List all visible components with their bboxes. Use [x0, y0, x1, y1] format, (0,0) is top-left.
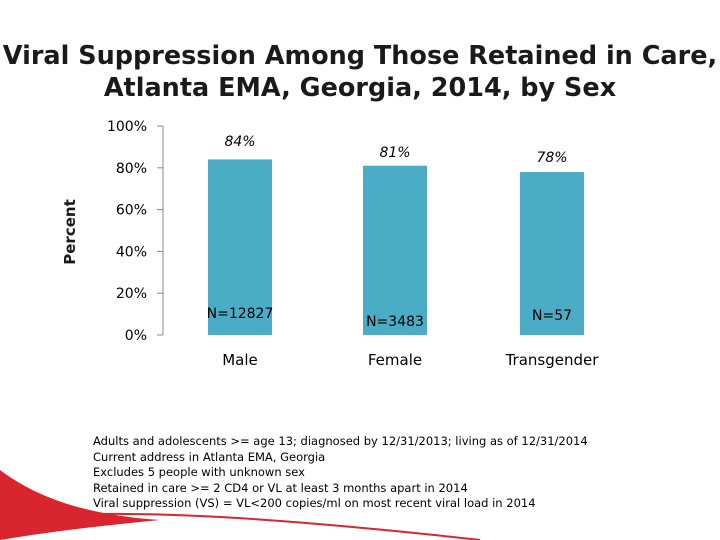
footnote-line: Retained in care >= 2 CD4 or VL at least…	[93, 480, 468, 495]
footnote-line: Viral suppression (VS) = VL<200 copies/m…	[93, 496, 536, 510]
footnote-line: Excludes 5 people with unknown sex	[93, 465, 305, 479]
y-tick-label: 20%	[116, 286, 147, 302]
bar-value-label: 81%	[379, 145, 410, 161]
bar-value-label: 84%	[224, 134, 255, 150]
chart-title: Viral Suppression Among Those Retained i…	[0, 40, 720, 104]
bar-n-label: N=3483	[366, 314, 424, 330]
footnotes: Adults and adolescents >= age 13; diagno…	[93, 434, 588, 512]
bar-n-label: N=12827	[207, 306, 274, 322]
y-tick-label: 60%	[116, 203, 147, 219]
x-category-label: Male	[222, 351, 258, 369]
x-category-label: Female	[368, 351, 422, 369]
footnote-line: Current address in Atlanta EMA, Georgia	[93, 449, 326, 464]
chart-title-line-1: Viral Suppression Among Those Retained i…	[2, 41, 718, 71]
y-tick-label: 100%	[107, 119, 147, 135]
bar	[208, 159, 272, 335]
bar-n-label: N=57	[532, 308, 572, 324]
red-swoosh-shape	[0, 470, 160, 540]
chart-title-line-2: Atlanta EMA, Georgia, 2014, by Sex	[103, 73, 617, 103]
x-category-label: Transgender	[505, 351, 600, 369]
y-tick-label: 0%	[125, 328, 147, 344]
footnote-line: Adults and adolescents >= age 13; diagno…	[93, 434, 588, 448]
bar-value-label: 78%	[536, 150, 567, 166]
bar	[520, 171, 584, 335]
y-tick-label: 80%	[116, 161, 147, 177]
bar	[363, 165, 427, 335]
red-swoosh-stroke	[0, 512, 481, 540]
y-tick-label: 40%	[116, 244, 147, 260]
